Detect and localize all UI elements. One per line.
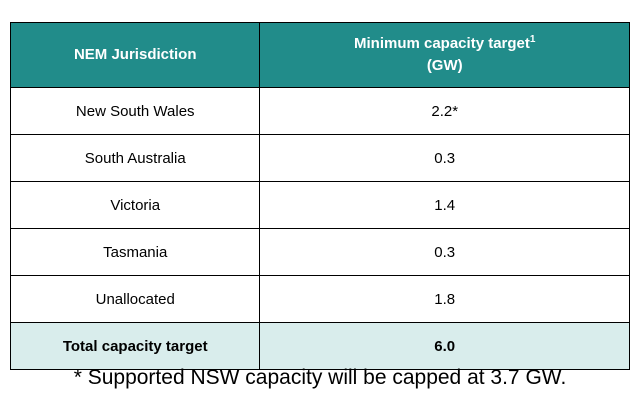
header-jurisdiction-label: NEM Jurisdiction xyxy=(73,45,197,63)
table-row: Unallocated 1.8 xyxy=(9,275,630,323)
table-row: South Australia 0.3 xyxy=(9,134,630,182)
target-value-cell: 1.8 xyxy=(259,275,630,323)
target-value-cell: 0.3 xyxy=(259,228,630,276)
header-cell-jurisdiction: NEM Jurisdiction xyxy=(9,22,261,88)
header-cell-target: Minimum capacity target1 (GW) xyxy=(259,22,630,88)
target-value-cell: 1.4 xyxy=(259,181,630,229)
target-value-cell: 2.2* xyxy=(259,87,630,135)
header-target-unit: (GW) xyxy=(426,57,463,74)
table-body: New South Wales 2.2* South Australia 0.3… xyxy=(9,87,630,370)
jurisdiction-cell: Tasmania xyxy=(9,228,261,276)
header-row: NEM Jurisdiction Minimum capacity target… xyxy=(9,22,630,88)
total-row: Total capacity target 6.0 xyxy=(9,322,630,370)
table-header: NEM Jurisdiction Minimum capacity target… xyxy=(9,22,630,88)
jurisdiction-cell: South Australia xyxy=(9,134,261,182)
table-row: New South Wales 2.2* xyxy=(9,87,630,135)
header-target-label: Minimum capacity target xyxy=(354,34,530,52)
capacity-target-table-container: NEM Jurisdiction Minimum capacity target… xyxy=(9,22,630,370)
jurisdiction-cell: New South Wales xyxy=(9,87,261,135)
table-row: Victoria 1.4 xyxy=(9,181,630,229)
header-target-footnote-marker: 1 xyxy=(529,33,536,45)
jurisdiction-cell: Unallocated xyxy=(9,275,261,323)
total-label-cell: Total capacity target xyxy=(9,322,261,370)
table-row: Tasmania 0.3 xyxy=(9,228,630,276)
footnote-text: * Supported NSW capacity will be capped … xyxy=(73,366,567,389)
jurisdiction-cell: Victoria xyxy=(9,181,261,229)
capacity-target-table: NEM Jurisdiction Minimum capacity target… xyxy=(9,22,630,370)
total-value-cell: 6.0 xyxy=(259,322,630,370)
target-value-cell: 0.3 xyxy=(259,134,630,182)
